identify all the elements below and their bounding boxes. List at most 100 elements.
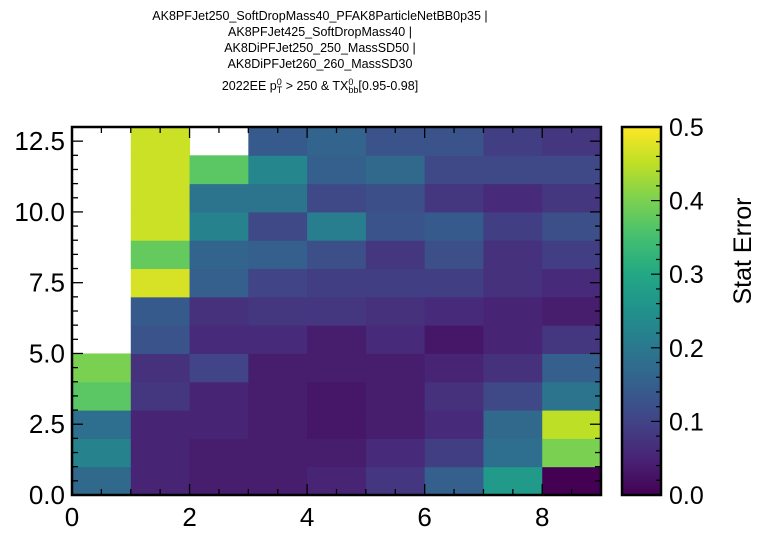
- colorbar-frame: [620, 125, 663, 497]
- heatmap-cell: [307, 240, 367, 270]
- heatmap-cell: [542, 381, 602, 411]
- y-tick-label: 2.5: [29, 409, 65, 439]
- heatmap-cell: [130, 438, 191, 468]
- colorbar-tick-label: 0.5: [669, 114, 704, 142]
- heatmap-cell: [130, 268, 191, 298]
- heatmap-cell: [248, 268, 308, 298]
- heatmap-cell: [365, 438, 426, 468]
- heatmap-cell: [189, 211, 249, 241]
- heatmap-cell: [189, 240, 249, 270]
- heatmap-cell: [483, 240, 543, 270]
- heatmap-cell: [542, 296, 602, 326]
- heatmap-cell: [483, 268, 543, 298]
- y-tick-label: 10.0: [14, 197, 65, 227]
- heatmap-cell: [542, 240, 602, 270]
- heatmap-cell: [483, 183, 543, 213]
- heatmap-cell: [130, 325, 191, 354]
- heatmap-cell: [307, 381, 367, 411]
- heatmap-cell: [130, 183, 191, 213]
- y-tick-label: 0.0: [29, 480, 65, 510]
- heatmap-cell: [189, 410, 249, 439]
- colorbar: 0.0 0.1 0.2 0.3 0.4 0.5 Stat Error: [620, 114, 757, 510]
- heatmap-cell: [365, 296, 426, 326]
- heatmap-cell: [542, 155, 602, 185]
- colorbar-tick-label: 0.4: [669, 188, 704, 216]
- heatmap-cell: [72, 438, 132, 468]
- heatmap-cell: [307, 296, 367, 326]
- tx-scripts: 0 bb: [348, 78, 359, 95]
- heatmap-cell: [424, 296, 484, 326]
- title-line-4: AK8DiPFJet260_260_MassSD30: [227, 57, 413, 71]
- tx-subscript: bb: [348, 85, 359, 95]
- heatmap-cell: [248, 438, 308, 468]
- y-tick-label: 12.5: [14, 126, 65, 156]
- heatmap-cell: [307, 410, 367, 439]
- heatmap-cell: [307, 353, 367, 383]
- heatmap-cell: [483, 438, 543, 468]
- heatmap-cell: [189, 325, 249, 354]
- x-tick-label: 4: [300, 502, 314, 532]
- heatmap-cell: [248, 296, 308, 326]
- heatmap-cell: [248, 183, 308, 213]
- heatmap-cell: [307, 211, 367, 241]
- y-tick-label: 7.5: [29, 268, 65, 298]
- heatmap-cell: [424, 155, 484, 185]
- heatmap-cell: [130, 296, 191, 326]
- heatmap-cell: [130, 211, 191, 241]
- heatmap-cell: [365, 353, 426, 383]
- heatmap-cell: [307, 268, 367, 298]
- heatmap-cell: [248, 155, 308, 185]
- pt-superscript: 0: [276, 77, 282, 87]
- heatmap-cell: [365, 268, 426, 298]
- heatmap-cell: [248, 325, 308, 354]
- heatmap-cell: [365, 381, 426, 411]
- heatmap-cell: [483, 155, 543, 185]
- heatmap-cell: [189, 183, 249, 213]
- title-line-1: AK8PFJet250_SoftDropMass40_PFAK8Particle…: [152, 9, 488, 23]
- heatmap-cell: [542, 325, 602, 354]
- heatmap-cell: [483, 381, 543, 411]
- heatmap-cell: [483, 353, 543, 383]
- heatmap-cell: [130, 155, 191, 185]
- x-tick-label: 8: [535, 502, 549, 532]
- colorbar-tick-label: 0.2: [669, 335, 704, 363]
- heatmap-cell: [307, 438, 367, 468]
- subtitle-prefix: 2022EE p: [221, 79, 277, 93]
- colorbar-tick-label: 0.3: [669, 261, 704, 289]
- heatmap-cell: [424, 410, 484, 439]
- x-tick-label: 0: [65, 502, 79, 532]
- heatmap-cell: [365, 325, 426, 354]
- heatmap-cell: [483, 410, 543, 439]
- colorbar-tick-label: 0.1: [669, 408, 704, 436]
- heatmap-cell: [424, 438, 484, 468]
- heatmap-cell: [130, 353, 191, 383]
- subtitle-suffix: [0.95-0.98]: [358, 79, 419, 93]
- heatmap-cell: [542, 438, 602, 468]
- heatmap-cell: [483, 325, 543, 354]
- heatmap-cell: [307, 155, 367, 185]
- heatmap-cell: [189, 438, 249, 468]
- heatmap-cell: [248, 211, 308, 241]
- y-tick-label: 5.0: [29, 338, 65, 368]
- heatmap-cell: [424, 211, 484, 241]
- heatmap-cell: [424, 183, 484, 213]
- heatmap-cell: [365, 211, 426, 241]
- heatmap-cell: [189, 155, 249, 185]
- axes: 0 2 4 6 8 0.0 2.5 5.0 7.5 10.0 12.5: [14, 125, 603, 532]
- heatmap-cell: [542, 183, 602, 213]
- heatmap-cell: [307, 325, 367, 354]
- heatmap-cell: [189, 296, 249, 326]
- heatmap-cell: [424, 268, 484, 298]
- subtitle-middle: > 250 & TX: [282, 79, 349, 93]
- heatmap-cell: [248, 410, 308, 439]
- heatmap-cell: [72, 353, 132, 383]
- heatmap-cell: [248, 381, 308, 411]
- heatmap-cell: [130, 410, 191, 439]
- heatmap-cell: [542, 211, 602, 241]
- x-tick-label: 6: [417, 502, 431, 532]
- title-line-3: AK8DiPFJet250_250_MassSD50 |: [224, 41, 416, 55]
- heatmap-cell: [307, 183, 367, 213]
- colorbar-tick-label: 0.0: [669, 482, 704, 510]
